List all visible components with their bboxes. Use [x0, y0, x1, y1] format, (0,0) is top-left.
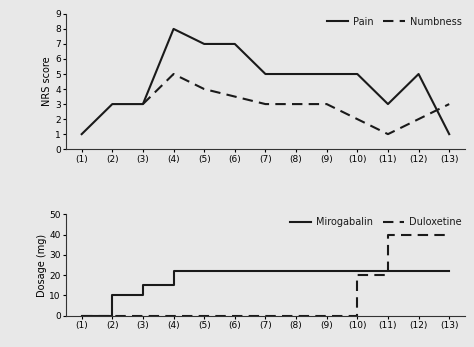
Y-axis label: NRS score: NRS score: [42, 57, 52, 106]
Pain: [140, 102, 146, 106]
Mirogabalin: [109, 314, 115, 318]
Mirogabalin: [140, 283, 146, 287]
Mirogabalin: [232, 269, 237, 273]
Numbness: [385, 132, 391, 136]
Duloxetine: [385, 273, 391, 277]
Mirogabalin: [447, 269, 452, 273]
Pain: [385, 102, 391, 106]
Y-axis label: Dosage (mg): Dosage (mg): [36, 234, 46, 297]
Pain: [79, 132, 84, 136]
Pain: [263, 72, 268, 76]
Pain: [447, 132, 452, 136]
Numbness: [263, 102, 268, 106]
Duloxetine: [385, 232, 391, 237]
Duloxetine: [355, 314, 360, 318]
Numbness: [201, 87, 207, 91]
Duloxetine: [416, 232, 421, 237]
Pain: [416, 72, 421, 76]
Pain: [232, 42, 237, 46]
Line: Mirogabalin: Mirogabalin: [82, 271, 449, 316]
Duloxetine: [447, 232, 452, 237]
Line: Duloxetine: Duloxetine: [82, 235, 449, 316]
Legend: Pain, Numbness: Pain, Numbness: [327, 17, 462, 27]
Mirogabalin: [171, 283, 176, 287]
Pain: [293, 72, 299, 76]
Pain: [355, 72, 360, 76]
Legend: Mirogabalin, Duloxetine: Mirogabalin, Duloxetine: [290, 217, 462, 227]
Numbness: [140, 102, 146, 106]
Duloxetine: [355, 273, 360, 277]
Mirogabalin: [79, 314, 84, 318]
Pain: [109, 102, 115, 106]
Mirogabalin: [171, 269, 176, 273]
Mirogabalin: [140, 294, 146, 298]
Mirogabalin: [232, 269, 237, 273]
Line: Numbness: Numbness: [143, 74, 449, 134]
Mirogabalin: [109, 294, 115, 298]
Duloxetine: [416, 232, 421, 237]
Pain: [201, 42, 207, 46]
Numbness: [171, 72, 176, 76]
Numbness: [447, 102, 452, 106]
Pain: [171, 27, 176, 31]
Pain: [324, 72, 329, 76]
Numbness: [324, 102, 329, 106]
Numbness: [293, 102, 299, 106]
Duloxetine: [79, 314, 84, 318]
Line: Pain: Pain: [82, 29, 449, 134]
